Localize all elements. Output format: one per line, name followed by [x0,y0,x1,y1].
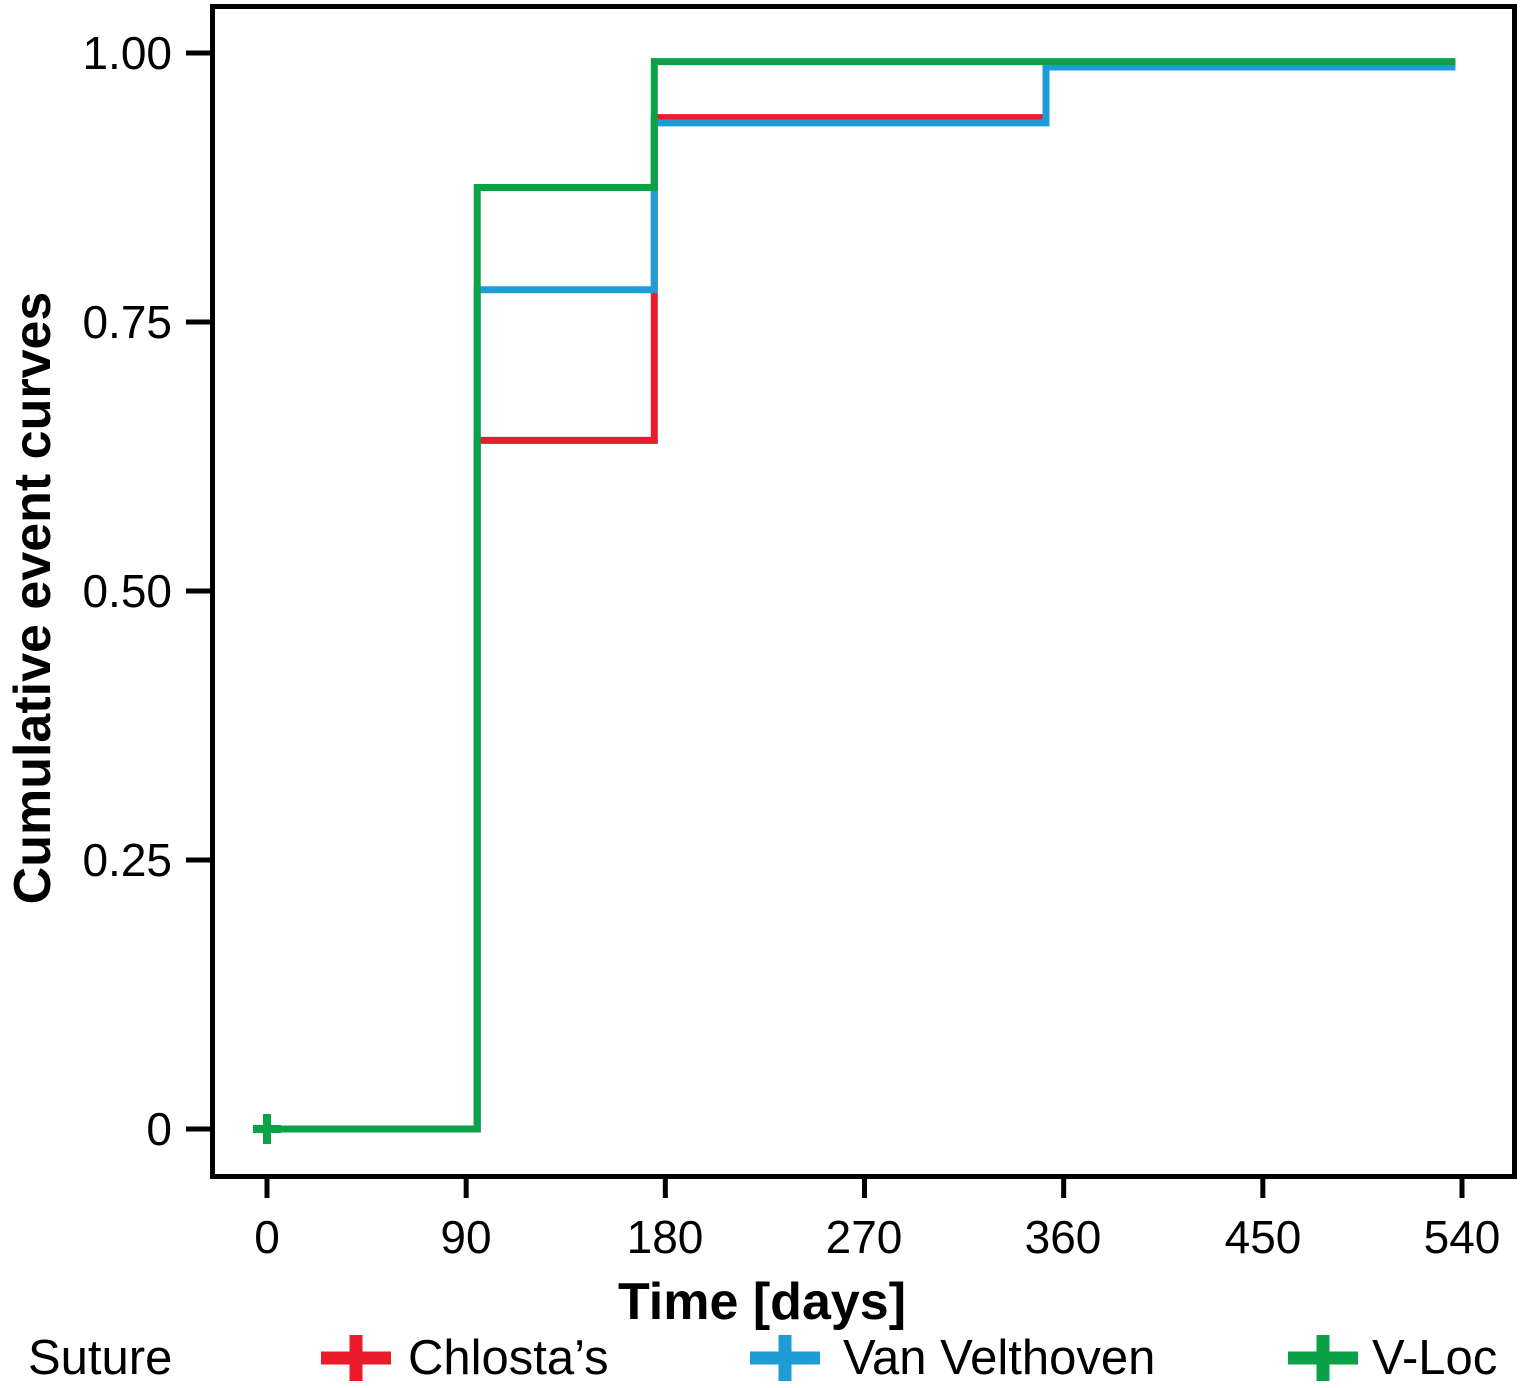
x-tick-label: 450 [1224,1211,1302,1263]
y-tick-label: 0 [146,1103,172,1155]
chlostas-legend-marker-icon [321,1335,391,1381]
y-tick-label: 0.25 [82,834,172,886]
x-tick-label: 270 [825,1211,903,1263]
series-line-v-loc [267,58,1456,1133]
x-axis-title: Time [days] [617,1273,907,1331]
y-tick-label: 1.00 [82,27,172,79]
van-velthoven-legend-marker-icon [750,1335,820,1381]
legend-item-label-van-velthoven: Van Velthoven [843,1331,1156,1385]
y-tick-label: 0.50 [82,565,172,617]
x-tick-label: 540 [1423,1211,1501,1263]
legend: Suture Chlosta’s Van Velthoven V-Loc [0,1328,1523,1388]
series-line-van-velthoven [267,63,1456,1133]
y-axis-title: Cumulative event curves [4,291,62,905]
plot-border [210,4,1517,1179]
legend-item-label-v-loc: V-Loc [1372,1331,1498,1385]
legend-item-label-chlostas: Chlosta’s [408,1331,609,1385]
legend-title: Suture [28,1331,173,1385]
x-tick-label: 360 [1024,1211,1102,1263]
x-tick-label: 180 [626,1211,704,1263]
y-tick-label: 0.75 [82,296,172,348]
x-tick-label: 0 [254,1211,280,1263]
v-loc-legend-marker-icon [1288,1335,1358,1381]
x-tick-label: 90 [440,1211,492,1263]
series-line-chlosta-s [267,60,1456,1133]
